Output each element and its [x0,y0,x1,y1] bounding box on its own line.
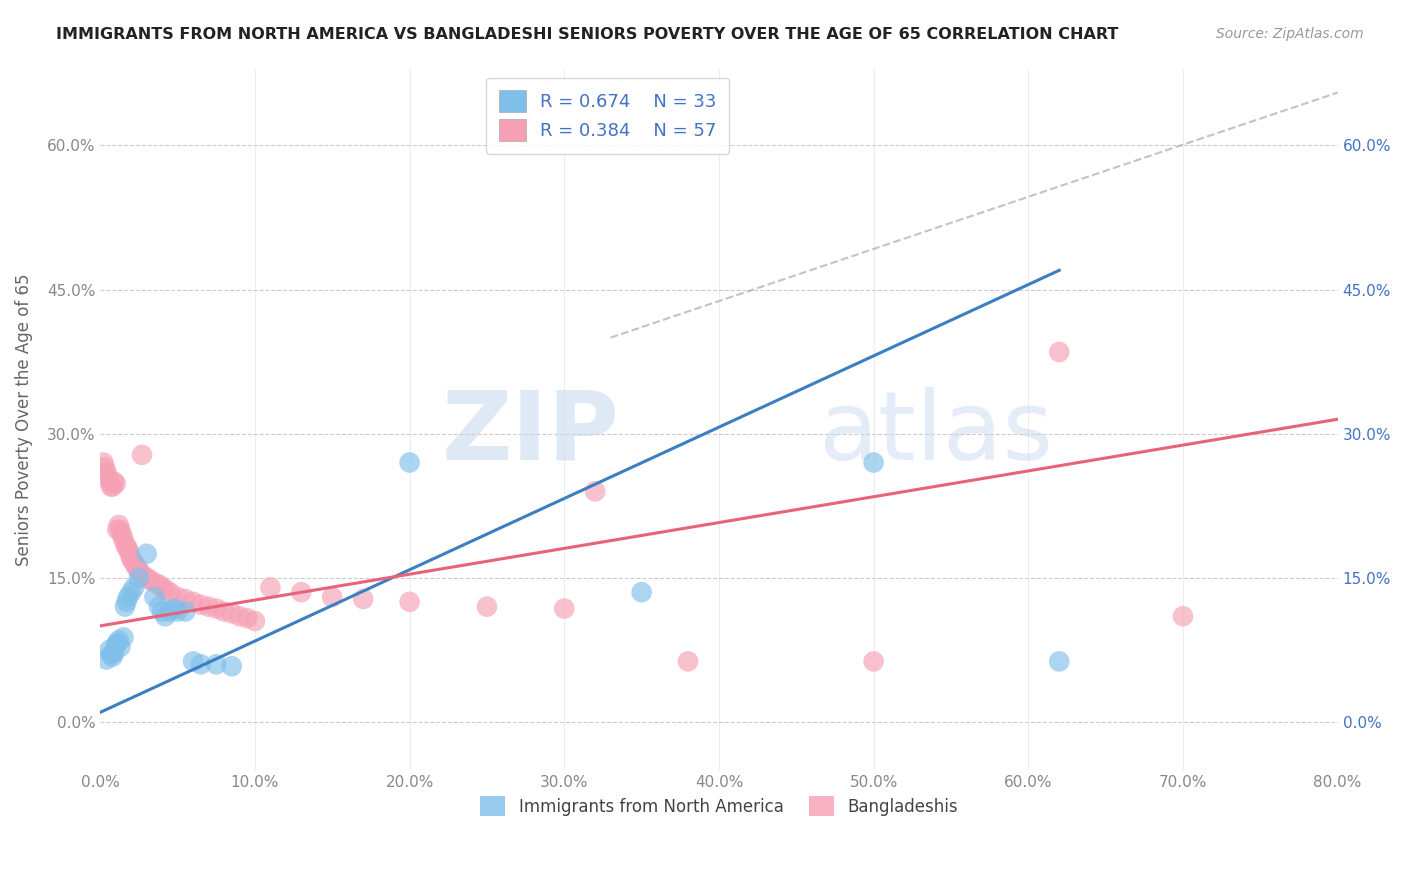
Text: IMMIGRANTS FROM NORTH AMERICA VS BANGLADESHI SENIORS POVERTY OVER THE AGE OF 65 : IMMIGRANTS FROM NORTH AMERICA VS BANGLAD… [56,27,1119,42]
Point [166,604,188,618]
Point [108,518,131,533]
Point [105,523,128,537]
Point [132,569,155,583]
Point [101,649,124,664]
Point [120,585,142,599]
Point [352,591,374,606]
Point [98,643,121,657]
Point [108,633,131,648]
Point [139,573,162,587]
Point [115,595,138,609]
Point [1047,345,1070,359]
Text: atlas: atlas [818,387,1053,480]
Point [190,657,212,672]
Point [114,537,136,551]
Point [111,527,134,541]
Point [97,470,120,484]
Point [125,559,148,574]
Point [128,563,150,577]
Point [221,607,243,621]
Point [221,659,243,673]
Point [110,523,132,537]
Point [127,561,149,575]
Point [112,533,135,547]
Point [243,614,266,628]
Point [101,479,124,493]
Point [135,571,157,585]
Point [163,601,186,615]
Point [321,590,343,604]
Point [100,648,122,662]
Point [94,460,117,475]
Point [583,484,606,499]
Point [159,604,181,618]
Point [1047,654,1070,668]
Point [553,601,575,615]
Point [212,604,235,618]
Point [228,609,250,624]
Point [174,591,197,606]
Point [862,654,884,668]
Point [1171,609,1194,624]
Point [98,475,121,489]
Legend: Immigrants from North America, Bangladeshis: Immigrants from North America, Banglades… [472,788,966,825]
Point [259,581,281,595]
Point [112,631,135,645]
Point [205,657,228,672]
Point [155,609,177,624]
Point [128,571,150,585]
Point [630,585,652,599]
Point [100,479,122,493]
Point [143,590,166,604]
Y-axis label: Seniors Poverty Over the Age of 65: Seniors Poverty Over the Age of 65 [15,273,32,566]
Text: Source: ZipAtlas.com: Source: ZipAtlas.com [1216,27,1364,41]
Point [104,476,127,491]
Point [115,540,138,554]
Point [120,551,142,566]
Point [105,636,128,650]
Point [398,595,420,609]
Point [148,599,170,614]
Point [475,599,498,614]
Point [398,455,420,469]
Point [190,598,212,612]
Point [118,547,141,561]
Text: ZIP: ZIP [441,387,620,480]
Point [862,455,884,469]
Point [104,638,127,652]
Point [236,611,259,625]
Point [124,581,146,595]
Point [181,654,204,668]
Point [205,601,228,615]
Point [96,652,118,666]
Point [166,590,188,604]
Point [159,585,181,599]
Point [150,581,173,595]
Point [121,553,143,567]
Point [174,604,197,618]
Point [110,640,132,654]
Point [197,599,219,614]
Point [143,575,166,590]
Point [117,541,139,556]
Point [676,654,699,668]
Point [155,582,177,597]
Point [290,585,312,599]
Point [181,595,204,609]
Point [131,448,153,462]
Point [124,557,146,571]
Point [150,604,173,618]
Point [148,577,170,591]
Point [103,475,125,489]
Point [129,566,152,580]
Point [135,547,157,561]
Point [103,646,125,660]
Point [114,599,136,614]
Point [96,465,118,479]
Point [93,455,115,469]
Point [117,590,139,604]
